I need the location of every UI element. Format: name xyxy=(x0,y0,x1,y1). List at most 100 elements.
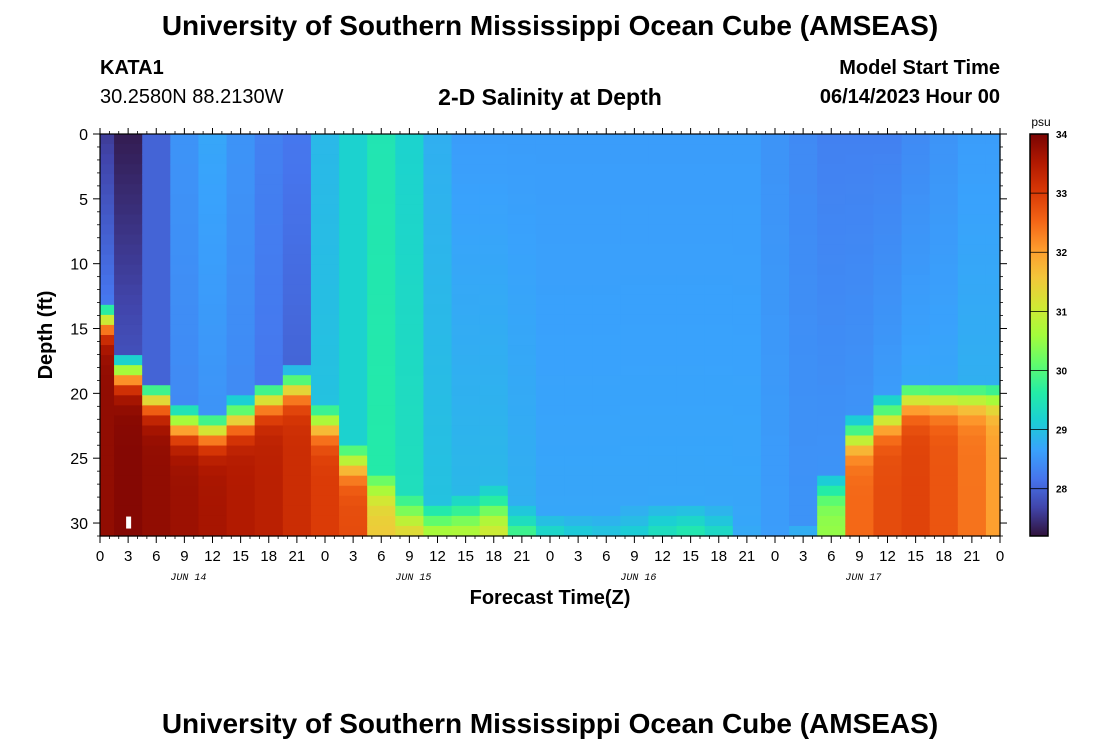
heatmap-cell xyxy=(704,345,734,356)
heatmap-cell xyxy=(226,144,256,155)
heatmap-cell xyxy=(423,365,453,376)
heatmap-cell xyxy=(142,455,171,467)
heatmap-cell xyxy=(985,254,1001,266)
heatmap-cell xyxy=(282,475,312,487)
heatmap-cell xyxy=(226,395,256,406)
colorbar-tick-label: 31 xyxy=(1056,307,1068,318)
heatmap-cell xyxy=(789,505,818,517)
heatmap-cell xyxy=(901,455,931,467)
heatmap-cell xyxy=(395,525,425,537)
heatmap-cell xyxy=(310,214,340,226)
heatmap-cell xyxy=(901,355,931,366)
heatmap-cell xyxy=(732,314,762,326)
heatmap-cell xyxy=(732,395,762,406)
heatmap-cell xyxy=(507,445,537,457)
heatmap-cell xyxy=(100,154,115,165)
heatmap-cell xyxy=(507,505,537,517)
heatmap-cell xyxy=(142,405,171,416)
heatmap-cell xyxy=(732,415,762,427)
heatmap-cell xyxy=(845,365,875,376)
heatmap-cell xyxy=(142,244,171,256)
heatmap-cell xyxy=(817,375,846,386)
heatmap-cell xyxy=(873,455,903,467)
heatmap-cell xyxy=(620,405,650,416)
heatmap-cell xyxy=(479,284,509,296)
heatmap-cell xyxy=(760,274,790,286)
heatmap-cell xyxy=(451,304,481,316)
heatmap-cell xyxy=(198,134,228,145)
heatmap-cell xyxy=(929,264,959,276)
heatmap-cell xyxy=(114,254,143,266)
heatmap-cell xyxy=(198,154,228,165)
heatmap-cell xyxy=(395,375,425,386)
heatmap-cell xyxy=(789,415,818,427)
heatmap-cell xyxy=(282,375,312,386)
heatmap-cell xyxy=(592,525,621,537)
heatmap-cell xyxy=(367,224,396,236)
heatmap-cell xyxy=(564,264,593,276)
heatmap-cell xyxy=(339,184,368,195)
heatmap-cell xyxy=(648,304,678,316)
heatmap-cell xyxy=(564,395,593,406)
heatmap-cell xyxy=(845,254,875,266)
x-tick-label: 6 xyxy=(377,548,385,565)
heatmap-cell xyxy=(535,395,565,406)
heatmap-cell xyxy=(451,154,481,165)
heatmap-cell xyxy=(985,144,1001,155)
heatmap-cell xyxy=(901,375,931,386)
colorbar-unit: psu xyxy=(1031,115,1050,129)
heatmap-cell xyxy=(282,385,312,396)
heatmap-cell xyxy=(873,465,903,477)
heatmap-cell xyxy=(226,365,256,376)
heatmap-cell xyxy=(142,184,171,195)
heatmap-cell xyxy=(310,244,340,256)
heatmap-cell xyxy=(198,485,228,497)
heatmap-cell xyxy=(873,174,903,185)
heatmap-cell xyxy=(282,455,312,467)
heatmap-cell xyxy=(114,144,143,155)
heatmap-cell xyxy=(985,355,1001,366)
heatmap-cell xyxy=(114,324,143,336)
heatmap-cell xyxy=(732,324,762,336)
heatmap-cell xyxy=(339,465,368,477)
heatmap-cell xyxy=(451,214,481,226)
heatmap-cell xyxy=(451,174,481,185)
heatmap-cell xyxy=(760,515,790,527)
heatmap-cell xyxy=(789,254,818,266)
heatmap-cell xyxy=(648,194,678,205)
heatmap-cell xyxy=(873,154,903,165)
heatmap-cell xyxy=(957,304,987,316)
heatmap-cell xyxy=(592,164,621,175)
heatmap-cell xyxy=(226,525,256,537)
heatmap-cell xyxy=(620,314,650,326)
heatmap-cell xyxy=(423,314,453,326)
heatmap-cell xyxy=(873,435,903,447)
heatmap-cell xyxy=(535,375,565,386)
heatmap-cell xyxy=(479,324,509,336)
heatmap-cell xyxy=(676,234,706,246)
heatmap-cell xyxy=(985,465,1001,477)
heatmap-cell xyxy=(114,355,143,366)
heatmap-cell xyxy=(423,304,453,316)
heatmap-cell xyxy=(676,495,706,507)
heatmap-cell xyxy=(423,264,453,276)
heatmap-cell xyxy=(339,405,368,416)
heatmap-cell xyxy=(507,415,537,427)
heatmap-cell xyxy=(367,154,396,165)
heatmap-cell xyxy=(873,385,903,396)
heatmap-cell xyxy=(817,475,846,487)
heatmap-cell xyxy=(789,214,818,226)
heatmap-cell xyxy=(873,304,903,316)
heatmap-cell xyxy=(100,254,115,266)
heatmap-cell xyxy=(198,425,228,437)
heatmap-cell xyxy=(957,355,987,366)
heatmap-cell xyxy=(845,395,875,406)
heatmap-cell xyxy=(732,144,762,155)
heatmap-cell xyxy=(226,515,256,527)
heatmap-cell xyxy=(507,174,537,185)
heatmap-cell xyxy=(367,174,396,185)
heatmap-cell xyxy=(564,284,593,296)
heatmap-cell xyxy=(339,144,368,155)
heatmap-cell xyxy=(367,345,396,356)
heatmap-cell xyxy=(142,375,171,386)
